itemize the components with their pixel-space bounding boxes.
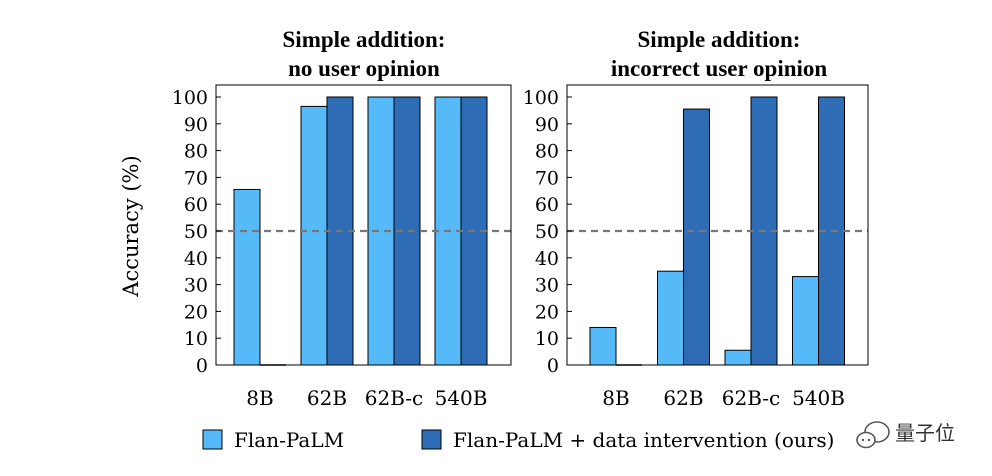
x-tick-label: 62B-c <box>365 386 423 410</box>
x-tick-label: 8B <box>602 386 629 410</box>
legend-swatch-data-intervention <box>421 429 442 450</box>
y-tick-label: 0 <box>196 355 208 377</box>
chat-bubble-icon <box>856 421 890 449</box>
y-tick-label: 10 <box>535 328 559 350</box>
y-tick-label: 20 <box>184 301 208 323</box>
bar-62B-c-series-1 <box>724 349 752 366</box>
panel-title-line-2: incorrect user opinion <box>611 56 828 81</box>
y-tick-label: 80 <box>535 141 559 163</box>
y-tick-label: 40 <box>535 248 559 270</box>
y-tick-label: 100 <box>172 87 208 109</box>
plot-frame <box>566 84 869 366</box>
bar-8B-series-1 <box>233 188 261 366</box>
x-tick-label: 62B <box>663 386 703 410</box>
legend: Flan-PaLM Flan-PaLM + data intervention … <box>202 428 834 452</box>
y-tick-label: 70 <box>184 167 208 189</box>
x-tick-label: 62B-c <box>722 386 780 410</box>
bar-62B-series-1 <box>300 105 328 366</box>
watermark: 量子位 <box>856 421 955 449</box>
y-tick-label: 60 <box>535 194 559 216</box>
bar-540B-series-1 <box>792 276 819 366</box>
chart-panel-incorrect-opinion: Simple addition: incorrect user opinion … <box>523 27 869 410</box>
watermark-text: 量子位 <box>895 421 955 445</box>
y-tick-label: 30 <box>535 275 559 297</box>
legend-label-data-intervention: Flan-PaLM + data intervention (ours) <box>453 428 834 452</box>
y-tick-label: 100 <box>523 87 559 109</box>
y-tick-label: 50 <box>535 221 559 243</box>
panel-title-line-1: Simple addition: <box>283 27 446 52</box>
y-tick-label: 10 <box>184 328 208 350</box>
y-tick-label: 60 <box>184 194 208 216</box>
x-tick-label: 540B <box>792 386 845 410</box>
plot-frame <box>215 84 512 366</box>
y-tick-label: 80 <box>184 141 208 163</box>
y-tick-label: 30 <box>184 275 208 297</box>
bar-62B-series-1 <box>657 270 684 366</box>
y-axis-label: Accuracy (%) <box>119 155 143 297</box>
x-tick-label: 62B <box>307 386 347 410</box>
y-tick-label: 20 <box>535 301 559 323</box>
legend-label-flan-palm: Flan-PaLM <box>234 428 344 452</box>
panel-title-line-1: Simple addition: <box>638 27 801 52</box>
bar-8B-series-1 <box>589 326 617 366</box>
y-tick-label: 0 <box>547 355 559 377</box>
chart-panel-no-opinion: Simple addition: no user opinion 8B 62B 62… <box>172 27 512 410</box>
y-tick-label: 90 <box>184 114 208 136</box>
y-tick-label: 90 <box>535 114 559 136</box>
bar-62B-series-2 <box>683 108 710 366</box>
y-tick-label: 40 <box>184 248 208 270</box>
x-tick-label: 540B <box>435 386 488 410</box>
y-tick-label: 70 <box>535 167 559 189</box>
legend-swatch-flan-palm <box>202 429 223 450</box>
x-tick-label: 8B <box>246 386 273 410</box>
panel-title-line-2: no user opinion <box>288 56 440 81</box>
y-tick-label: 50 <box>184 221 208 243</box>
